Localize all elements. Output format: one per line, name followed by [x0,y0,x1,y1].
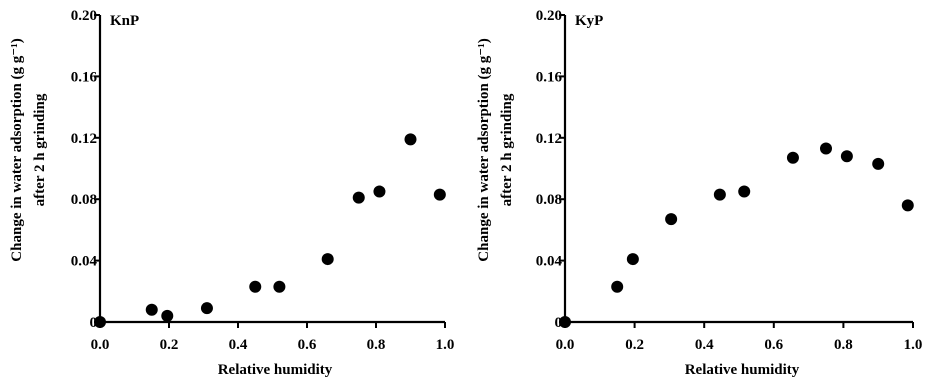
x-tick-label: 1.0 [436,337,455,353]
y-tick-label: 0 [90,315,98,331]
y-tick-label: 0.04 [71,254,98,270]
data-point [786,151,799,164]
y-tick-label: 0.16 [71,69,98,85]
data-point [94,316,106,328]
panel-label: KyP [575,13,603,29]
y-tick-label: 0.08 [71,192,97,208]
y-axis-title: Change in water adsorption (g g⁻¹) [476,38,492,261]
y-tick-label: 0.12 [536,131,562,147]
data-point [713,188,726,201]
data-point [611,280,624,293]
y-tick-label: 0.04 [536,254,563,270]
data-point [626,253,639,266]
data-point [161,309,174,322]
y-axis-title-line2: after 2 h grinding [32,93,48,206]
y-tick-label: 0.08 [536,192,562,208]
data-point [352,191,365,204]
data-point [200,302,213,315]
y-axis-title-line2: after 2 h grinding [499,93,515,206]
x-tick-label: 0.2 [160,337,179,353]
y-tick-label: 0 [555,315,563,331]
y-tick-label: 0.16 [536,69,563,85]
data-point [404,133,417,146]
data-point [249,280,262,293]
x-tick-label: 0.6 [764,337,783,353]
x-axis-title: Relative humidity [685,362,800,378]
y-tick-label: 0.12 [71,131,97,147]
x-tick-label: 0.0 [91,337,110,353]
x-tick-label: 0.4 [695,337,714,353]
x-axis-title: Relative humidity [218,362,333,378]
y-tick-label: 0.20 [71,8,97,24]
data-point [373,185,386,198]
x-tick-label: 0.6 [298,337,317,353]
y-tick-label: 0.20 [536,8,562,24]
x-tick-label: 0.4 [229,337,248,353]
x-tick-label: 0.0 [556,337,575,353]
data-point [321,253,334,266]
y-axis-title: Change in water adsorption (g g⁻¹) [9,38,25,261]
data-point [901,199,914,212]
data-point [665,213,678,226]
chart-panel-2: 0 0.04 0.08 0.12 0.16 0.20 0.0 0.2 0.4 0.6 0.8 1.0 K… [476,8,922,378]
panel-label: KnP [110,13,139,29]
x-tick-label: 1.0 [904,337,923,353]
data-point [738,185,751,198]
data-point [273,280,286,293]
data-point [433,188,446,201]
chart-panel-1: 0 0.04 0.08 0.12 0.16 0.20 0.0 0.2 0.4 0.6 0.8 1.0 K… [9,8,454,378]
data-point [145,303,158,316]
x-tick-label: 0.8 [367,337,386,353]
x-tick-label: 0.2 [625,337,644,353]
data-point [840,150,853,163]
data-point [820,142,832,155]
x-tick-label: 0.8 [834,337,853,353]
data-point [559,316,571,328]
data-point [872,157,885,170]
